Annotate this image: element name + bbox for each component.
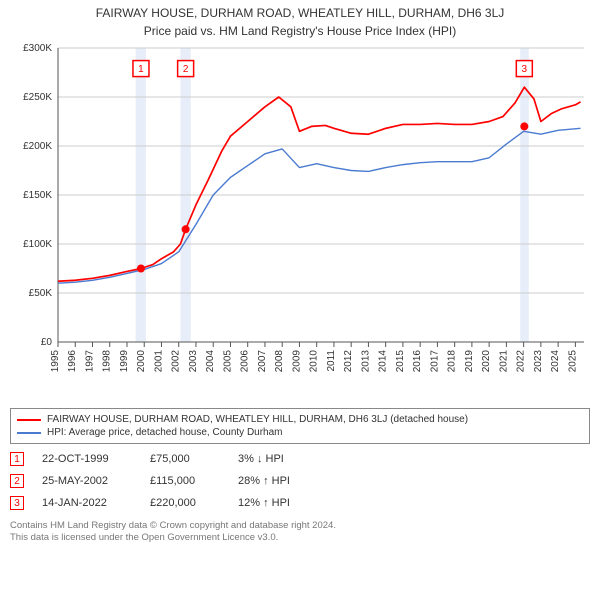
event-diff: 3% ↓ HPI [238, 453, 284, 465]
legend-swatch [17, 432, 41, 434]
svg-text:2007: 2007 [257, 350, 268, 373]
svg-text:2001: 2001 [153, 350, 164, 373]
footer: Contains HM Land Registry data © Crown c… [10, 520, 590, 545]
svg-text:1997: 1997 [84, 350, 95, 373]
svg-text:2021: 2021 [498, 350, 509, 373]
event-row: 2 25-MAY-2002 £115,000 28% ↑ HPI [10, 470, 590, 492]
svg-text:£0: £0 [41, 337, 53, 348]
event-marker-icon: 3 [10, 496, 24, 510]
legend-item: FAIRWAY HOUSE, DURHAM ROAD, WHEATLEY HIL… [17, 413, 583, 426]
event-diff: 12% ↑ HPI [238, 497, 290, 509]
legend-swatch [17, 419, 41, 421]
svg-text:2010: 2010 [309, 350, 320, 373]
event-marker-icon: 1 [10, 452, 24, 466]
legend-label: FAIRWAY HOUSE, DURHAM ROAD, WHEATLEY HIL… [47, 414, 468, 425]
svg-text:2023: 2023 [533, 350, 544, 373]
svg-text:2011: 2011 [326, 350, 337, 372]
legend-item: HPI: Average price, detached house, Coun… [17, 426, 583, 439]
svg-text:2004: 2004 [205, 350, 216, 373]
event-price: £115,000 [150, 475, 220, 487]
event-price: £220,000 [150, 497, 220, 509]
footer-line: Contains HM Land Registry data © Crown c… [10, 520, 590, 532]
event-date: 22-OCT-1999 [42, 453, 132, 465]
svg-text:2012: 2012 [343, 350, 354, 373]
svg-text:1998: 1998 [102, 350, 113, 373]
event-price: £75,000 [150, 453, 220, 465]
svg-text:2020: 2020 [481, 350, 492, 373]
svg-text:2006: 2006 [240, 350, 251, 373]
svg-text:£200K: £200K [23, 141, 52, 152]
event-marker-icon: 2 [10, 474, 24, 488]
svg-text:1: 1 [138, 64, 144, 75]
svg-text:2009: 2009 [291, 350, 302, 373]
svg-text:2015: 2015 [395, 350, 406, 373]
svg-text:2013: 2013 [360, 350, 371, 373]
svg-text:2005: 2005 [222, 350, 233, 373]
legend-label: HPI: Average price, detached house, Coun… [47, 427, 283, 438]
svg-text:1999: 1999 [119, 350, 130, 373]
chart-area: £0 £50K £100K £150K £200K £250K £300K 1995 1996 1… [10, 42, 590, 402]
event-diff: 28% ↑ HPI [238, 475, 290, 487]
svg-text:£300K: £300K [23, 43, 52, 54]
svg-text:2016: 2016 [412, 350, 423, 373]
svg-text:2002: 2002 [171, 350, 182, 373]
svg-text:2: 2 [183, 64, 189, 75]
price-chart: £0 £50K £100K £150K £200K £250K £300K 1995 1996 1… [10, 42, 590, 402]
svg-text:2003: 2003 [188, 350, 199, 373]
svg-text:3: 3 [522, 64, 528, 75]
svg-text:2017: 2017 [429, 350, 440, 373]
svg-text:£100K: £100K [23, 239, 52, 250]
svg-text:1995: 1995 [50, 350, 61, 373]
svg-text:2018: 2018 [447, 350, 458, 373]
svg-text:1996: 1996 [67, 350, 78, 373]
svg-text:£150K: £150K [23, 190, 52, 201]
event-row: 3 14-JAN-2022 £220,000 12% ↑ HPI [10, 492, 590, 514]
svg-text:2000: 2000 [136, 350, 147, 373]
svg-text:£50K: £50K [29, 288, 53, 299]
event-date: 14-JAN-2022 [42, 497, 132, 509]
svg-text:2014: 2014 [378, 350, 389, 373]
svg-text:2025: 2025 [567, 350, 578, 373]
svg-text:2024: 2024 [550, 350, 561, 373]
page-title: FAIRWAY HOUSE, DURHAM ROAD, WHEATLEY HIL… [0, 0, 600, 20]
event-list: 1 22-OCT-1999 £75,000 3% ↓ HPI 2 25-MAY-… [10, 448, 590, 514]
page-subtitle: Price paid vs. HM Land Registry's House … [0, 20, 600, 42]
event-row: 1 22-OCT-1999 £75,000 3% ↓ HPI [10, 448, 590, 470]
event-date: 25-MAY-2002 [42, 475, 132, 487]
legend: FAIRWAY HOUSE, DURHAM ROAD, WHEATLEY HIL… [10, 408, 590, 444]
svg-text:2022: 2022 [516, 350, 527, 373]
svg-text:2008: 2008 [274, 350, 285, 373]
footer-line: This data is licensed under the Open Gov… [10, 532, 590, 544]
svg-text:2019: 2019 [464, 350, 475, 373]
svg-text:£250K: £250K [23, 92, 52, 103]
